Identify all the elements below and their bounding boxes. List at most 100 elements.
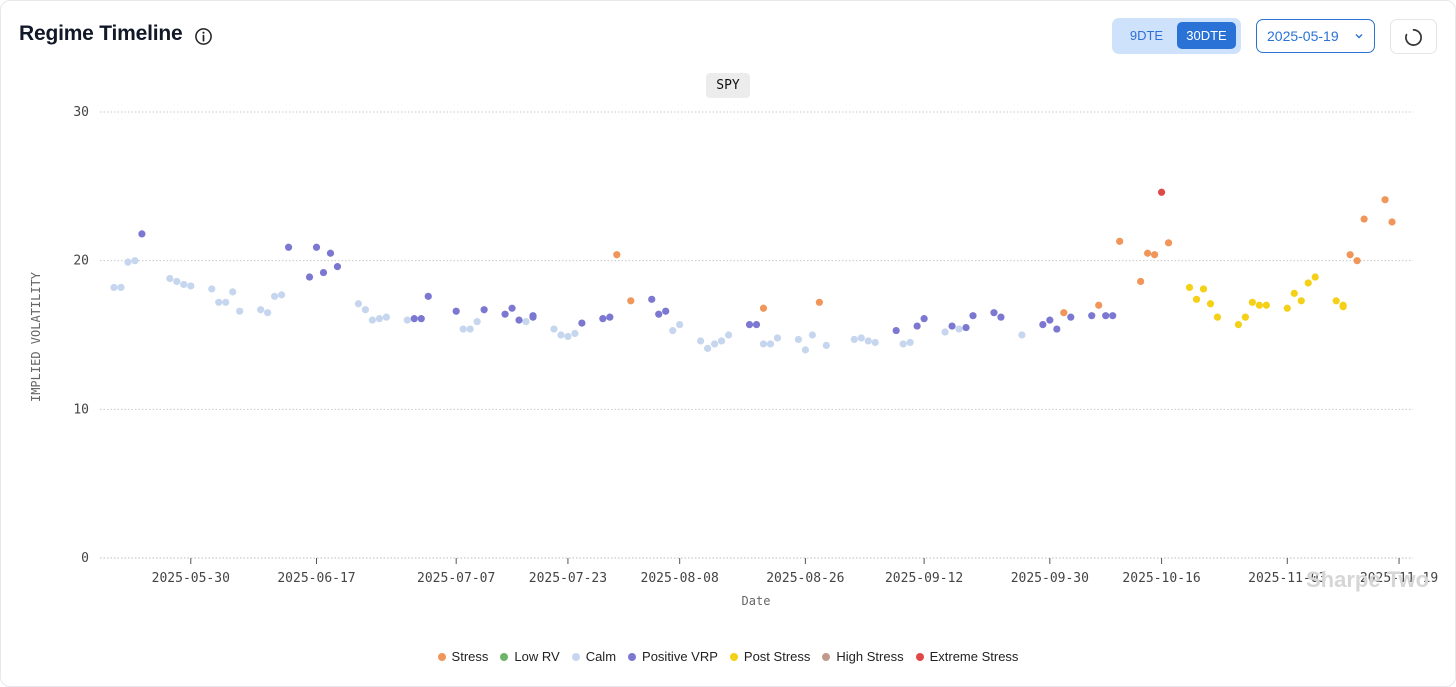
data-point-positive-vrp: [410, 315, 418, 323]
data-point-calm: [117, 283, 125, 292]
data-point-stress: [1346, 251, 1354, 259]
x-tick-label: 2025-08-08: [641, 571, 719, 586]
data-point-post-stress: [1332, 297, 1340, 305]
data-point-positive-vrp: [417, 315, 425, 323]
refresh-button[interactable]: [1390, 19, 1437, 54]
legend-label: Low RV: [514, 649, 560, 664]
data-point-positive-vrp: [948, 322, 956, 330]
data-point-calm: [166, 274, 174, 283]
data-point-calm: [473, 318, 481, 326]
data-point-stress: [1353, 257, 1361, 265]
data-point-calm: [522, 318, 530, 326]
data-point-calm: [704, 344, 712, 352]
data-point-positive-vrp: [319, 268, 328, 277]
x-tick-label: 2025-07-23: [529, 571, 607, 586]
legend-item-positive-vrp[interactable]: Positive VRP: [628, 649, 718, 664]
data-point-positive-vrp: [1102, 312, 1110, 320]
data-point-calm: [124, 258, 132, 266]
x-tick-label: 2025-11-19: [1360, 571, 1438, 586]
data-point-calm: [899, 340, 907, 348]
x-tick-label: 2025-07-07: [417, 571, 495, 586]
y-axis-label: IMPLIED VOLATILITY: [29, 271, 43, 402]
legend-label: Extreme Stress: [929, 649, 1019, 664]
data-point-calm: [773, 334, 782, 342]
x-tick-label: 2025-06-17: [277, 571, 355, 586]
data-point-positive-vrp: [480, 306, 488, 314]
data-point-stress: [1095, 301, 1103, 309]
page-title: Regime Timeline: [19, 22, 183, 45]
data-point-positive-vrp: [752, 320, 761, 329]
info-icon[interactable]: [194, 27, 213, 46]
legend-item-calm[interactable]: Calm: [571, 649, 617, 664]
x-tick-label: 2025-05-30: [152, 571, 230, 586]
data-point-positive-vrp: [648, 295, 656, 303]
data-point-post-stress: [1192, 295, 1201, 303]
legend-swatch: [628, 653, 637, 661]
data-point-stress: [1150, 251, 1159, 259]
x-tick-label: 2025-11-03: [1248, 571, 1326, 586]
date-dropdown[interactable]: 2025-05-19: [1256, 19, 1375, 53]
data-point-stress: [627, 297, 635, 305]
x-axis-label: Date: [742, 594, 771, 608]
data-point-calm: [131, 257, 139, 265]
legend-item-extreme-stress[interactable]: Extreme Stress: [915, 649, 1019, 664]
data-point-calm: [180, 280, 188, 289]
data-point-positive-vrp: [1053, 325, 1061, 333]
data-point-calm: [222, 298, 230, 306]
data-point-stress: [1116, 237, 1124, 245]
data-point-calm: [236, 307, 244, 315]
data-point-positive-vrp: [284, 243, 293, 251]
data-point-post-stress: [1213, 313, 1222, 321]
legend-swatch: [729, 653, 738, 661]
data-point-calm: [257, 306, 265, 314]
data-point-calm: [173, 277, 181, 286]
data-point-positive-vrp: [515, 316, 523, 324]
data-point-post-stress: [1311, 273, 1319, 281]
data-point-positive-vrp: [424, 292, 432, 300]
data-point-positive-vrp: [578, 319, 586, 327]
dte-toggle: 9DTE 30DTE: [1112, 18, 1241, 54]
data-point-stress: [1164, 239, 1173, 247]
x-tick-label: 2025-09-12: [885, 571, 963, 586]
legend-swatch: [915, 653, 924, 661]
data-point-positive-vrp: [913, 322, 921, 330]
data-point-positive-vrp: [997, 313, 1005, 321]
legend-swatch: [822, 653, 831, 661]
data-point-positive-vrp: [508, 304, 516, 312]
data-point-calm: [669, 326, 677, 335]
data-point-post-stress: [1255, 301, 1263, 309]
legend-label: Post Stress: [743, 649, 811, 664]
data-point-calm: [375, 315, 383, 323]
data-point-post-stress: [1206, 300, 1215, 308]
data-point-calm: [717, 337, 726, 345]
data-point-positive-vrp: [990, 309, 998, 317]
dte-option-30dte[interactable]: 30DTE: [1177, 22, 1236, 49]
loading-spinner-icon: [1405, 29, 1422, 46]
dte-option-9dte[interactable]: 9DTE: [1129, 28, 1164, 43]
data-point-post-stress: [1339, 301, 1347, 309]
legend-swatch: [500, 653, 509, 661]
data-point-positive-vrp: [969, 312, 977, 320]
data-point-stress: [815, 298, 823, 306]
data-point-positive-vrp: [1046, 316, 1054, 324]
data-point-calm: [382, 313, 390, 321]
legend-item-low-rv[interactable]: Low RV: [500, 649, 560, 664]
date-dropdown-value: 2025-05-19: [1267, 28, 1339, 44]
data-point-calm: [697, 337, 705, 345]
data-point-positive-vrp: [655, 310, 663, 318]
legend-item-post-stress[interactable]: Post Stress: [729, 649, 811, 664]
ticker-badge: SPY: [706, 73, 750, 98]
data-point-post-stress: [1297, 297, 1305, 305]
legend-label: Positive VRP: [642, 649, 718, 664]
legend-label: Calm: [585, 649, 617, 664]
legend-item-high-stress[interactable]: High Stress: [822, 649, 904, 664]
legend-item-stress[interactable]: Stress: [437, 649, 488, 664]
regime-scatter-chart: 0 10 20 30 2025-05-30 2025-06-17 2025-07-07 202…: [29, 105, 1438, 608]
data-point-calm: [571, 329, 579, 338]
data-point-positive-vrp: [920, 315, 928, 323]
data-point-positive-vrp: [452, 307, 460, 315]
data-point-positive-vrp: [1039, 320, 1047, 329]
data-point-calm: [871, 338, 879, 347]
data-point-post-stress: [1199, 285, 1208, 293]
